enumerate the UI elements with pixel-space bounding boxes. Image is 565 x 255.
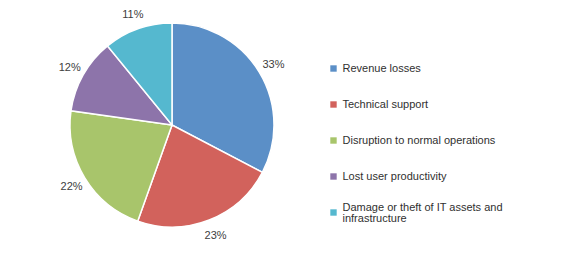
svg-text:33%: 33%: [262, 58, 284, 70]
svg-text:Damage or theft of IT assets a: Damage or theft of IT assets andinfrastr…: [343, 201, 503, 224]
svg-text:Technical support: Technical support: [343, 98, 429, 110]
svg-text:Disruption to normal operation: Disruption to normal operations: [343, 134, 496, 146]
svg-text:11%: 11%: [122, 8, 143, 20]
svg-text:Revenue losses: Revenue losses: [343, 62, 422, 74]
svg-text:22%: 22%: [61, 180, 83, 192]
svg-text:23%: 23%: [205, 229, 227, 241]
svg-text:12%: 12%: [59, 61, 81, 73]
svg-text:Lost user productivity: Lost user productivity: [343, 170, 447, 182]
